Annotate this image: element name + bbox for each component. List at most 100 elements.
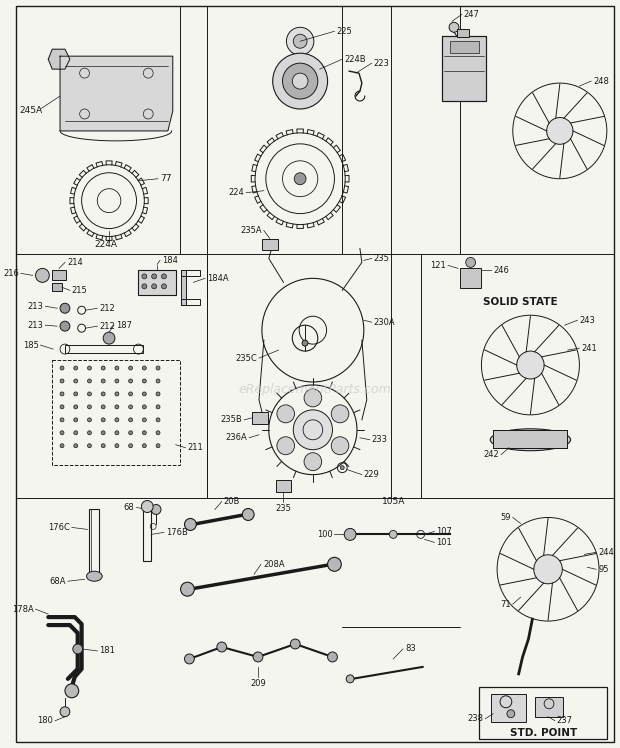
Circle shape xyxy=(293,34,307,48)
Circle shape xyxy=(129,431,133,435)
Bar xyxy=(180,270,187,305)
Text: 224A: 224A xyxy=(94,240,117,249)
Circle shape xyxy=(331,405,349,423)
Circle shape xyxy=(346,675,354,683)
Text: 233: 233 xyxy=(371,435,388,444)
Circle shape xyxy=(101,366,105,370)
Circle shape xyxy=(156,392,160,396)
Circle shape xyxy=(156,405,160,409)
Bar xyxy=(52,360,180,465)
Circle shape xyxy=(507,710,515,718)
Circle shape xyxy=(293,410,332,450)
Circle shape xyxy=(115,366,119,370)
Text: 235A: 235A xyxy=(241,226,262,235)
Circle shape xyxy=(142,283,147,289)
Circle shape xyxy=(74,444,78,448)
Bar xyxy=(143,509,151,561)
Circle shape xyxy=(101,418,105,422)
Bar xyxy=(460,269,481,288)
Bar xyxy=(252,412,268,424)
Circle shape xyxy=(161,274,166,279)
Text: 225: 225 xyxy=(337,27,352,36)
Text: 187: 187 xyxy=(116,321,132,330)
Text: 235C: 235C xyxy=(235,354,257,363)
Text: SOLID STATE: SOLID STATE xyxy=(484,297,558,307)
Text: 77: 77 xyxy=(160,174,172,183)
Text: 245A: 245A xyxy=(19,106,42,115)
Circle shape xyxy=(143,405,146,409)
Circle shape xyxy=(242,509,254,521)
Text: 241: 241 xyxy=(582,343,597,352)
Circle shape xyxy=(74,405,78,409)
Circle shape xyxy=(292,73,308,89)
Text: 243: 243 xyxy=(580,316,595,325)
Circle shape xyxy=(60,303,70,313)
Text: 107: 107 xyxy=(436,527,452,536)
Bar xyxy=(535,697,563,717)
Circle shape xyxy=(152,283,157,289)
Text: 105A: 105A xyxy=(381,497,405,506)
Circle shape xyxy=(143,444,146,448)
Circle shape xyxy=(101,379,105,383)
Circle shape xyxy=(129,444,133,448)
Circle shape xyxy=(327,557,341,571)
Circle shape xyxy=(87,366,91,370)
Bar xyxy=(180,270,200,276)
Circle shape xyxy=(87,405,91,409)
Text: eReplacementParts.com: eReplacementParts.com xyxy=(239,384,391,396)
Text: 208A: 208A xyxy=(263,560,285,568)
Text: 224: 224 xyxy=(229,188,244,197)
Ellipse shape xyxy=(490,429,570,451)
Text: 216: 216 xyxy=(3,269,19,278)
Circle shape xyxy=(74,379,78,383)
Circle shape xyxy=(304,389,322,407)
Text: 214: 214 xyxy=(67,258,82,267)
Circle shape xyxy=(129,366,133,370)
Circle shape xyxy=(449,22,459,32)
Bar xyxy=(89,509,99,574)
Text: 176C: 176C xyxy=(48,523,70,532)
Bar xyxy=(493,430,567,448)
Circle shape xyxy=(74,366,78,370)
Ellipse shape xyxy=(87,571,102,581)
Circle shape xyxy=(115,392,119,396)
Text: 223: 223 xyxy=(374,58,389,67)
Circle shape xyxy=(156,444,160,448)
Circle shape xyxy=(115,444,119,448)
Text: 176B: 176B xyxy=(166,528,188,537)
Circle shape xyxy=(60,707,70,717)
Bar xyxy=(493,430,567,448)
Circle shape xyxy=(101,405,105,409)
Circle shape xyxy=(60,405,64,409)
Circle shape xyxy=(74,418,78,422)
Circle shape xyxy=(87,431,91,435)
Circle shape xyxy=(143,392,146,396)
Text: 229: 229 xyxy=(364,470,379,479)
Text: 121: 121 xyxy=(430,261,446,270)
Text: 68A: 68A xyxy=(50,577,66,586)
Circle shape xyxy=(103,332,115,344)
Circle shape xyxy=(35,269,49,282)
Circle shape xyxy=(143,418,146,422)
Circle shape xyxy=(161,283,166,289)
Text: 180: 180 xyxy=(37,716,53,726)
Text: 212: 212 xyxy=(99,322,115,331)
Circle shape xyxy=(101,392,105,396)
Circle shape xyxy=(277,437,294,455)
Circle shape xyxy=(534,555,562,583)
Bar xyxy=(138,270,175,295)
Circle shape xyxy=(129,392,133,396)
Circle shape xyxy=(60,392,64,396)
Text: STD. POINT: STD. POINT xyxy=(510,728,577,738)
Circle shape xyxy=(331,437,349,455)
Text: 100: 100 xyxy=(317,530,332,539)
Circle shape xyxy=(180,582,194,596)
Bar xyxy=(442,36,486,101)
Circle shape xyxy=(294,173,306,185)
Text: 213: 213 xyxy=(27,321,43,330)
Circle shape xyxy=(340,466,344,470)
Bar xyxy=(52,270,66,280)
Text: 248: 248 xyxy=(593,76,609,85)
Text: 185: 185 xyxy=(22,340,38,349)
Text: 237: 237 xyxy=(557,716,573,726)
